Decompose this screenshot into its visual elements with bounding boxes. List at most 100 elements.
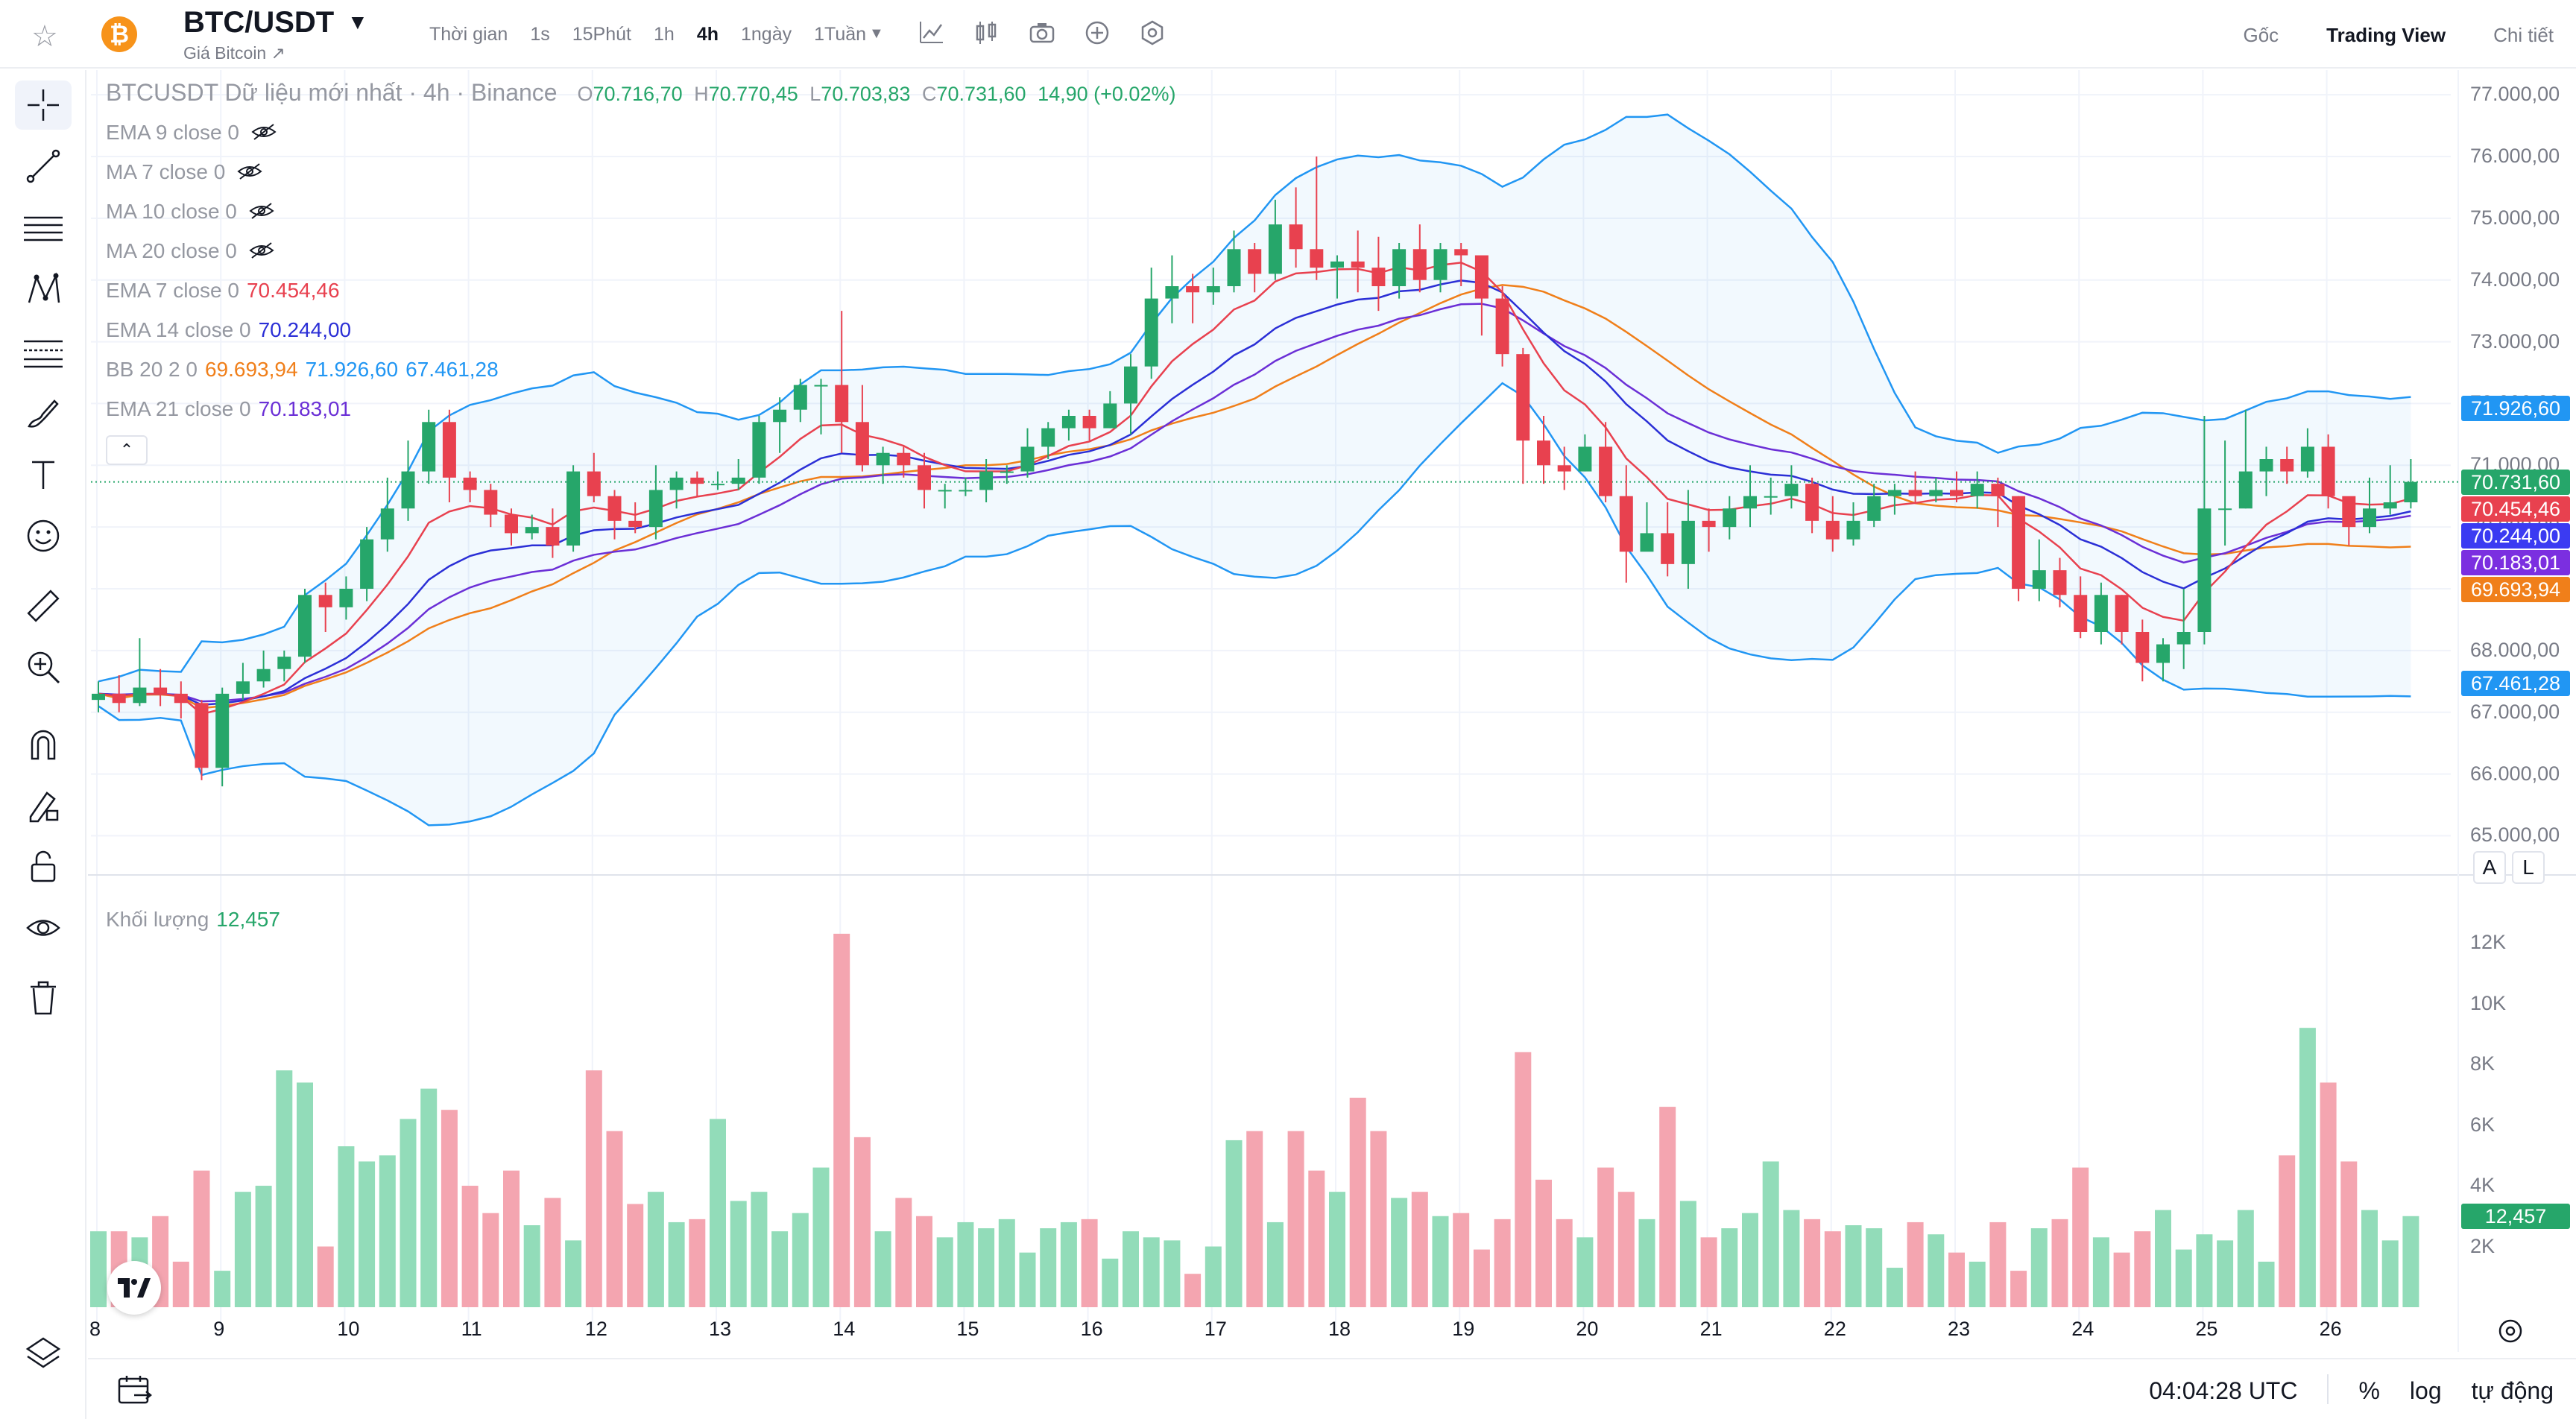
volume-bar xyxy=(1164,1240,1181,1307)
candle-body xyxy=(1000,471,1014,473)
visibility-eye-icon[interactable] xyxy=(15,903,72,952)
percent-scale-toggle[interactable]: % xyxy=(2358,1377,2380,1404)
view-original[interactable]: Gốc xyxy=(2243,24,2279,46)
time-axis-label: 11 xyxy=(461,1318,482,1340)
candle-body xyxy=(2197,508,2212,632)
volume-bar xyxy=(1659,1107,1676,1307)
candle-body xyxy=(2363,508,2376,528)
candle-body xyxy=(711,484,724,486)
crosshair-icon[interactable] xyxy=(15,80,72,130)
settings-hexagon-icon[interactable] xyxy=(1139,19,1166,46)
legend-ma20[interactable]: MA 20 close 0 xyxy=(106,239,274,265)
candle-body xyxy=(938,490,952,492)
candle-body xyxy=(1805,484,1819,521)
ruler-icon[interactable] xyxy=(15,581,72,631)
magnet-icon[interactable] xyxy=(15,720,72,769)
legend-ema21[interactable]: EMA 21 close 0 70.183,01 xyxy=(106,397,352,420)
interval-more-chevron-icon[interactable]: ▼ xyxy=(869,25,884,42)
log-scale-toggle[interactable]: log xyxy=(2409,1377,2442,1404)
trash-icon[interactable] xyxy=(15,973,72,1023)
candle-body xyxy=(2300,446,2314,472)
hidden-eye-icon[interactable] xyxy=(249,201,274,225)
volume-bar xyxy=(730,1201,747,1307)
time-axis-label: 10 xyxy=(337,1318,360,1340)
volume-bar xyxy=(1453,1213,1470,1307)
candle-body xyxy=(2032,570,2046,589)
legend-ema14[interactable]: EMA 14 close 0 70.244,00 xyxy=(106,318,352,341)
legend-volume[interactable]: Khối lượng 12,457 xyxy=(106,908,280,931)
tradingview-logo[interactable] xyxy=(107,1261,161,1315)
collapse-legend-button[interactable]: ⌃ xyxy=(106,435,148,465)
hidden-eye-icon[interactable] xyxy=(251,122,277,146)
legend-ma7[interactable]: MA 7 close 0 xyxy=(106,160,262,186)
candle-body xyxy=(1041,428,1055,447)
hidden-eye-icon[interactable] xyxy=(237,162,262,186)
volume-bar xyxy=(1432,1216,1449,1307)
volume-bar xyxy=(2072,1167,2089,1307)
chart-type-line-icon[interactable] xyxy=(918,19,945,46)
date-range-calendar-icon[interactable] xyxy=(118,1374,152,1409)
trend-line-icon[interactable] xyxy=(15,142,72,191)
emoji-icon[interactable] xyxy=(15,511,72,560)
candle-body xyxy=(1186,286,1200,293)
legend-bb[interactable]: BB 20 2 0 69.693,94 71.926,60 67.461,28 xyxy=(106,358,499,381)
legend-ema9[interactable]: EMA 9 close 0 xyxy=(106,121,277,146)
symbol-title[interactable]: BTC/USDT xyxy=(183,6,335,39)
camera-snapshot-icon[interactable] xyxy=(1029,19,1055,46)
favorite-star-icon[interactable]: ☆ xyxy=(31,20,58,53)
candle-body xyxy=(1825,520,1840,540)
legend-symbol-line: BTCUSDT Dữ liệu mới nhất · 4h · Binance xyxy=(106,79,558,106)
interval-1d[interactable]: 1ngày xyxy=(741,24,792,45)
candle-body xyxy=(1764,496,1778,498)
log-scale-button[interactable]: L xyxy=(2512,851,2545,884)
volume-bar xyxy=(1700,1237,1717,1307)
price-axis-label: 66.000,00 xyxy=(2470,762,2560,785)
unlock-icon[interactable] xyxy=(15,842,72,891)
drawing-toolbar xyxy=(0,70,86,1419)
interval-4h[interactable]: 4h xyxy=(696,24,719,45)
volume-bar xyxy=(359,1161,376,1307)
bb-upper-line xyxy=(98,113,2411,683)
candle-body xyxy=(2218,508,2232,511)
interval-time[interactable]: Thời gian xyxy=(429,24,508,45)
interval-1w[interactable]: 1Tuần xyxy=(814,24,867,45)
ohlc-readout: O70.716,70 H70.770,45 L70.703,83 C70.731… xyxy=(577,83,1176,105)
volume-bar xyxy=(1246,1131,1263,1307)
lock-drawing-icon[interactable] xyxy=(15,781,72,830)
symbol-subtitle-link[interactable]: Giá Bitcoin ↗ xyxy=(183,43,285,63)
volume-bar xyxy=(1617,1192,1635,1307)
layers-icon[interactable] xyxy=(15,1328,72,1377)
candle-body xyxy=(1950,490,1963,496)
ohlc-close: 70.731,60 xyxy=(936,83,1026,105)
legend-ema7[interactable]: EMA 7 close 0 70.454,46 xyxy=(106,279,340,302)
brush-icon[interactable] xyxy=(15,389,72,438)
interval-1h[interactable]: 1h xyxy=(654,24,675,45)
zoom-in-icon[interactable] xyxy=(15,642,72,692)
separator xyxy=(2327,1374,2329,1404)
volume-bar xyxy=(2320,1082,2337,1307)
view-tradingview[interactable]: Trading View xyxy=(2326,24,2446,46)
volume-value: 12,457 xyxy=(216,908,280,931)
volume-bar xyxy=(1948,1252,1965,1307)
volume-bar xyxy=(1494,1219,1511,1307)
indicators-icon[interactable] xyxy=(973,19,1000,46)
text-tool-icon[interactable] xyxy=(15,450,72,499)
pattern-tool-icon[interactable] xyxy=(15,265,72,315)
interval-15m[interactable]: 15Phút xyxy=(572,24,631,45)
symbol-dropdown-icon[interactable]: ▼ xyxy=(347,10,368,34)
chart-canvas[interactable] xyxy=(88,70,2576,1352)
interval-1s[interactable]: 1s xyxy=(530,24,550,45)
fib-tool-icon[interactable] xyxy=(15,328,72,377)
auto-scale-toggle[interactable]: tự động xyxy=(2471,1377,2554,1404)
add-compare-icon[interactable] xyxy=(1084,19,1111,46)
volume-bar xyxy=(1535,1179,1552,1307)
horizontal-lines-icon[interactable] xyxy=(15,204,72,253)
view-detail[interactable]: Chi tiết xyxy=(2493,24,2554,46)
legend-ma10[interactable]: MA 10 close 0 xyxy=(106,200,274,225)
volume-axis-label: 6K xyxy=(2470,1113,2496,1136)
utc-clock[interactable]: 04:04:28 UTC xyxy=(2149,1377,2298,1404)
hidden-eye-icon[interactable] xyxy=(249,241,274,265)
time-axis-settings-icon[interactable] xyxy=(2496,1316,2525,1346)
auto-scale-button[interactable]: A xyxy=(2473,851,2506,884)
chart-area[interactable]: BTCUSDT Dữ liệu mới nhất · 4h · Binance … xyxy=(88,70,2576,1352)
